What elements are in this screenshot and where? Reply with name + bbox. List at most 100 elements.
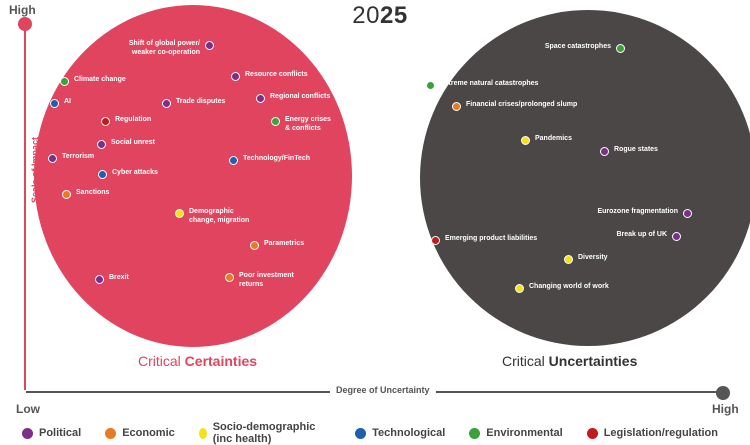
risk-label: Regulation — [115, 116, 152, 123]
legend-item-political: Political — [22, 427, 81, 439]
risk-point: Regional conflicts — [256, 93, 330, 103]
risk-point: Break up of UK — [616, 231, 681, 241]
risk-point: Rogue states — [600, 146, 658, 156]
legend: Political Economic Socio-demographic (inc … — [22, 421, 742, 445]
x-axis-end-dot — [716, 386, 730, 400]
risk-marker — [431, 236, 440, 245]
risk-label: Brexit — [109, 274, 129, 281]
legend-label: Socio-demographic (inc health) — [212, 421, 316, 445]
risk-point: Climate change — [60, 76, 126, 86]
risk-label: Financial crises/prolonged slump — [466, 101, 578, 108]
legend-swatch — [105, 427, 117, 439]
risk-point: Cyber attacks — [98, 169, 158, 179]
risk-point: Brexit — [95, 274, 129, 284]
risk-label: Poor investment returns — [239, 272, 294, 288]
risk-marker — [683, 209, 692, 218]
y-axis-line — [24, 22, 26, 390]
risk-label: Break up of UK — [616, 231, 667, 238]
risk-marker — [175, 209, 184, 218]
risk-point: Shift of global power/ weaker co-operati… — [129, 40, 214, 57]
legend-label: Environmental — [486, 427, 563, 439]
risk-point: Space catastrophes — [545, 43, 625, 53]
risk-marker — [50, 99, 59, 108]
y-axis-high-label: High — [9, 3, 36, 17]
risk-point: Sanctions — [62, 189, 109, 199]
risk-label: Energy crises & conflicts — [285, 116, 331, 132]
risk-point: Extreme natural catastrophes — [426, 80, 538, 90]
risk-label: Shift of global power/ weaker co-operati… — [128, 40, 200, 56]
certainties-circle — [34, 5, 352, 347]
risk-point: Regulation — [101, 116, 151, 126]
legend-label: Political — [39, 427, 82, 439]
risk-label: Space catastrophes — [544, 43, 611, 50]
legend-item-environmental: Environmental — [469, 427, 563, 439]
risk-point: Diversity — [564, 254, 608, 264]
risk-marker — [225, 273, 234, 282]
risk-marker — [452, 102, 461, 111]
uncertainties-circle — [420, 10, 750, 346]
chart-title: 2025 — [330, 2, 430, 30]
risk-marker — [62, 190, 71, 199]
risk-label: Emerging product liabilities — [445, 235, 538, 242]
risk-label: Terrorism — [62, 153, 95, 160]
risk-marker — [672, 232, 681, 241]
legend-swatch — [469, 427, 481, 439]
risk-marker — [250, 241, 259, 250]
risk-label: Eurozone fragmentation — [597, 208, 678, 215]
x-axis-title: Degree of Uncertainty — [330, 385, 436, 395]
risk-label: Regional conflicts — [270, 93, 331, 100]
risk-marker — [426, 81, 435, 90]
risk-marker — [229, 156, 238, 165]
risk-label: Sanctions — [76, 189, 110, 196]
legend-item-technological: Technological — [355, 427, 445, 439]
risk-marker — [97, 140, 106, 149]
critical-uncertainties-bold: Uncertainties — [548, 353, 638, 369]
risk-point: Emerging product liabilities — [431, 235, 537, 245]
y-axis-title: Scale of Impact — [30, 136, 40, 204]
critical-uncertainties-prefix: Critical — [502, 353, 549, 369]
risk-point: Demographic change, migration — [175, 208, 249, 225]
risk-marker — [48, 154, 57, 163]
risk-marker — [98, 170, 107, 179]
risk-label: Changing world of work — [529, 283, 609, 290]
legend-swatch — [355, 427, 367, 439]
risk-marker — [616, 44, 625, 53]
risk-point: Poor investment returns — [225, 272, 294, 289]
legend-swatch — [22, 427, 33, 439]
risk-label: Extreme natural catastrophes — [440, 80, 539, 87]
risk-point: Resource conflicts — [231, 71, 308, 81]
risk-marker — [564, 255, 573, 264]
legend-swatch — [198, 427, 207, 439]
legend-item-socio: Socio-demographic (inc health) — [198, 421, 331, 445]
risk-label: Pandemics — [535, 135, 572, 142]
risk-label: Social unrest — [111, 139, 155, 146]
risk-label: Technology/FinTech — [243, 155, 311, 162]
risk-marker — [600, 147, 609, 156]
risk-point: Energy crises & conflicts — [271, 116, 331, 133]
x-axis-high-label: High — [712, 402, 739, 416]
risk-point: Technology/FinTech — [229, 155, 310, 165]
risk-label: Demographic change, migration — [189, 208, 250, 224]
critical-certainties-bold: Certainties — [184, 353, 258, 369]
risk-point: Parametrics — [250, 240, 304, 250]
risk-marker — [515, 284, 524, 293]
risk-label: Rogue states — [614, 146, 658, 153]
y-axis-end-dot — [18, 17, 32, 31]
legend-label: Economic — [122, 427, 175, 439]
risk-point: Eurozone fragmentation — [597, 208, 692, 218]
risk-marker — [101, 117, 110, 126]
risk-label: Diversity — [578, 254, 608, 261]
risk-marker — [231, 72, 240, 81]
title-year-bold: 25 — [380, 2, 408, 29]
risk-marker — [271, 117, 280, 126]
legend-label: Technological — [372, 427, 446, 439]
legend-item-economic: Economic — [105, 427, 175, 439]
risk-marker — [256, 94, 265, 103]
critical-certainties-prefix: Critical — [138, 353, 185, 369]
risk-marker — [521, 136, 530, 145]
risk-marker — [60, 77, 69, 86]
risk-point: AI — [50, 98, 71, 108]
critical-certainties-label: Critical Certainties — [138, 353, 257, 369]
risk-label: Parametrics — [264, 240, 305, 247]
x-axis-low-label: Low — [16, 402, 40, 416]
